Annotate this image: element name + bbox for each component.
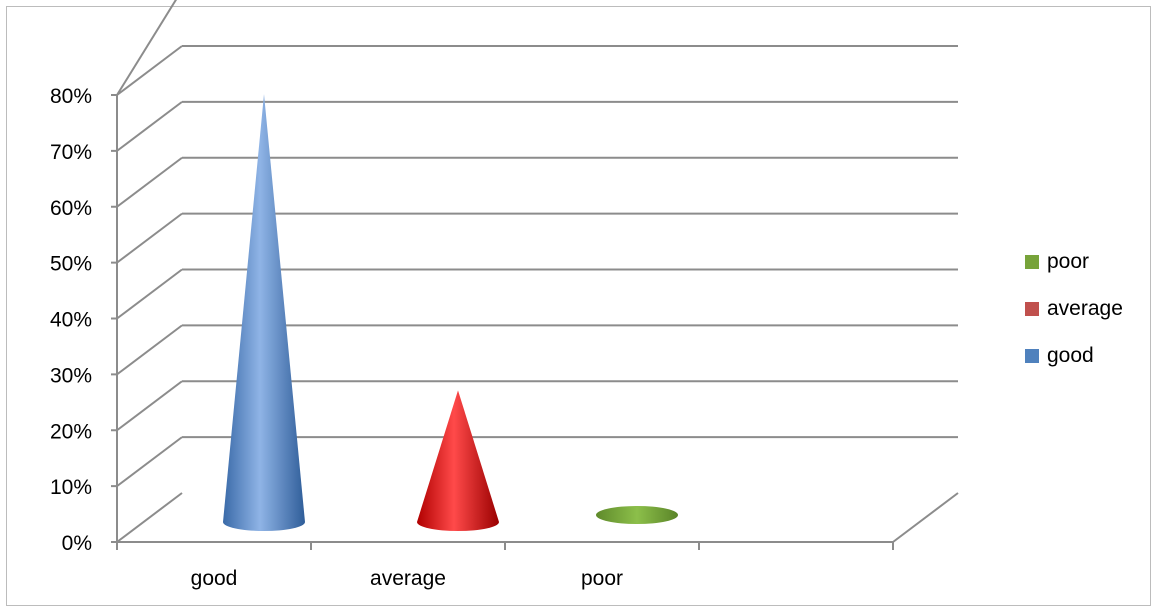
y-tick-label: 70% — [50, 141, 92, 164]
legend-label-good: good — [1047, 344, 1094, 367]
floor-right-edge — [892, 492, 959, 543]
legend: poor average good — [1025, 250, 1123, 391]
x-category-label: good — [191, 567, 238, 590]
legend-label-poor: poor — [1047, 250, 1090, 273]
x-category-labels: good average poor — [191, 567, 623, 590]
legend-swatch-poor — [1025, 255, 1039, 269]
y-tick-label: 30% — [50, 364, 92, 387]
legend-swatch-average — [1025, 302, 1039, 316]
legend-swatch-good — [1025, 349, 1039, 363]
legend-item-poor: poor — [1025, 250, 1123, 274]
y-tick-label: 20% — [50, 420, 92, 443]
side-wall-gridline — [116, 101, 183, 152]
side-wall-gridline — [116, 45, 183, 96]
cone-poor — [596, 506, 678, 524]
y-tick-label: 10% — [50, 476, 92, 499]
y-tick-label: 50% — [50, 253, 92, 276]
x-category-label: poor — [581, 567, 623, 590]
side-wall-gridline — [116, 212, 183, 264]
y-tick-label: 60% — [50, 197, 92, 220]
cone-good — [223, 94, 305, 532]
x-category-label: average — [370, 567, 446, 590]
chart-frame — [6, 6, 1151, 606]
cone-average — [417, 390, 499, 531]
side-wall-gridline — [116, 0, 177, 96]
y-tick-label: 0% — [62, 532, 92, 555]
legend-label-average: average — [1047, 297, 1123, 320]
cone-marks — [223, 94, 678, 532]
y-tick-label: 80% — [50, 85, 92, 108]
legend-item-good: good — [1025, 344, 1123, 368]
y-tick-labels: 0% 10% 20% 30% 40% 50% 60% 70% 80% — [50, 85, 92, 555]
legend-item-average: average — [1025, 297, 1123, 321]
axes-group — [111, 0, 959, 550]
side-wall-gridline — [116, 156, 183, 208]
side-wall-gridline — [116, 380, 183, 432]
side-wall-gridline — [116, 268, 183, 320]
y-tick-label: 40% — [50, 309, 92, 332]
side-wall-gridline — [116, 492, 183, 543]
side-wall-gridline — [116, 436, 183, 487]
side-wall-gridline — [116, 324, 183, 376]
